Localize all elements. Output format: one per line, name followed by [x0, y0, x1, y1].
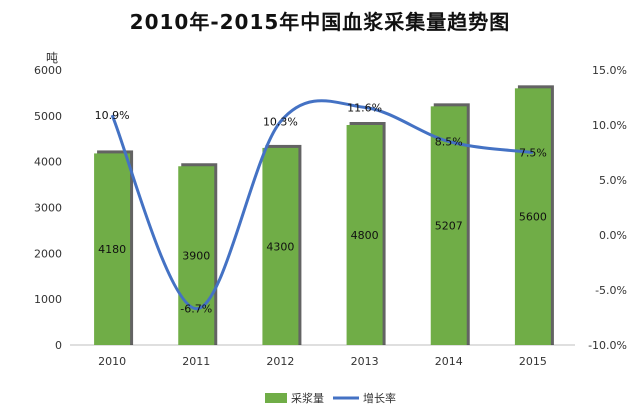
chart-title: 2010年-2015年中国血浆采集量趋势图 — [129, 10, 511, 34]
bar — [346, 125, 383, 345]
y-tick-label: 4000 — [34, 156, 62, 169]
x-tick-label: 2013 — [351, 355, 379, 368]
x-tick-label: 2011 — [182, 355, 210, 368]
line-data-label: 7.5% — [519, 147, 547, 160]
y2-tick-label: 0.0% — [599, 229, 627, 242]
y-axis-label: 吨 — [46, 51, 58, 65]
x-tick-label: 2012 — [266, 355, 294, 368]
bar-data-label: 3900 — [182, 250, 210, 263]
y2-tick-label: 5.0% — [599, 174, 627, 187]
bar-data-label: 4300 — [266, 240, 294, 253]
y2-tick-label: 15.0% — [592, 64, 627, 77]
bar-data-label: 4180 — [98, 243, 126, 256]
line-data-label: -6.7% — [180, 303, 212, 316]
y2-tick-label: -10.0% — [588, 339, 627, 352]
legend-line-label: 增长率 — [363, 391, 396, 405]
x-tick-label: 2015 — [519, 355, 547, 368]
growth-line — [110, 99, 534, 311]
bar — [514, 88, 551, 345]
line-data-label: 10.9% — [95, 109, 130, 122]
y-tick-label: 3000 — [34, 202, 62, 215]
line-data-label: 8.5% — [435, 136, 463, 149]
y-tick-label: 5000 — [34, 110, 62, 123]
y-tick-label: 6000 — [34, 64, 62, 77]
y-tick-label: 1000 — [34, 293, 62, 306]
bar — [430, 106, 467, 346]
x-tick-label: 2014 — [435, 355, 463, 368]
bar — [262, 147, 299, 345]
bar-data-label: 4800 — [351, 229, 379, 242]
x-tick-label: 2010 — [98, 355, 126, 368]
y2-tick-label: 10.0% — [592, 119, 627, 132]
y-tick-label: 2000 — [34, 247, 62, 260]
bar-data-label: 5600 — [519, 211, 547, 224]
y-tick-label: 0 — [55, 339, 62, 352]
line-data-label: 11.6% — [347, 101, 382, 114]
bar — [178, 166, 215, 345]
bar — [94, 153, 131, 345]
line-data-label: 10.3% — [263, 116, 298, 129]
y2-tick-label: -5.0% — [595, 284, 627, 297]
legend-bar-label: 采浆量 — [291, 391, 324, 405]
legend-bar-swatch — [265, 393, 287, 403]
bar-data-label: 5207 — [435, 220, 463, 233]
